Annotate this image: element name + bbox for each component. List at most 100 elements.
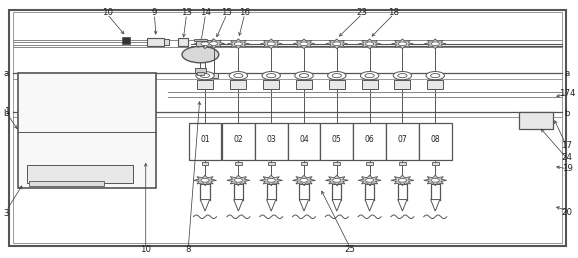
FancyBboxPatch shape	[394, 80, 410, 89]
FancyBboxPatch shape	[178, 38, 188, 46]
Circle shape	[300, 179, 308, 182]
FancyBboxPatch shape	[197, 41, 205, 46]
Text: 04: 04	[299, 135, 309, 144]
Polygon shape	[365, 200, 374, 211]
Polygon shape	[358, 175, 381, 186]
Circle shape	[398, 42, 406, 46]
Circle shape	[262, 71, 280, 80]
FancyBboxPatch shape	[222, 123, 255, 160]
Circle shape	[333, 179, 341, 182]
Circle shape	[267, 179, 275, 182]
Circle shape	[295, 71, 313, 80]
Circle shape	[365, 179, 374, 182]
Polygon shape	[293, 39, 315, 49]
Polygon shape	[228, 39, 249, 49]
Polygon shape	[194, 39, 216, 49]
Text: 3: 3	[3, 209, 9, 218]
FancyBboxPatch shape	[320, 123, 353, 160]
FancyBboxPatch shape	[18, 72, 156, 188]
Polygon shape	[266, 200, 276, 211]
FancyBboxPatch shape	[147, 38, 164, 46]
Text: 25: 25	[344, 245, 355, 254]
Circle shape	[234, 179, 243, 182]
Text: 19: 19	[562, 164, 572, 173]
Circle shape	[333, 42, 341, 46]
Polygon shape	[260, 39, 282, 49]
Text: b: b	[3, 109, 9, 118]
Circle shape	[201, 179, 209, 182]
Circle shape	[300, 42, 308, 46]
FancyBboxPatch shape	[194, 39, 207, 41]
Text: 17: 17	[561, 141, 573, 150]
FancyBboxPatch shape	[329, 80, 345, 89]
Circle shape	[328, 71, 346, 80]
FancyBboxPatch shape	[235, 162, 242, 165]
Text: 08: 08	[431, 135, 440, 144]
Polygon shape	[431, 200, 440, 211]
Text: 03: 03	[266, 135, 276, 144]
Circle shape	[426, 71, 444, 80]
FancyBboxPatch shape	[419, 123, 451, 160]
FancyBboxPatch shape	[263, 80, 279, 89]
FancyBboxPatch shape	[386, 123, 419, 160]
Text: 1: 1	[3, 107, 9, 116]
Polygon shape	[201, 200, 210, 211]
Text: 02: 02	[234, 135, 243, 144]
Text: a: a	[564, 69, 570, 78]
Polygon shape	[203, 39, 225, 49]
FancyBboxPatch shape	[230, 80, 246, 89]
Polygon shape	[234, 200, 243, 211]
Text: a: a	[4, 69, 9, 78]
Text: 20: 20	[561, 208, 573, 217]
Text: 174: 174	[559, 88, 575, 98]
Polygon shape	[391, 39, 413, 49]
Polygon shape	[424, 39, 446, 49]
FancyBboxPatch shape	[353, 123, 386, 160]
Circle shape	[393, 71, 412, 80]
FancyBboxPatch shape	[296, 80, 312, 89]
FancyBboxPatch shape	[29, 181, 104, 186]
FancyBboxPatch shape	[121, 37, 129, 44]
FancyBboxPatch shape	[27, 165, 133, 183]
FancyBboxPatch shape	[255, 123, 288, 160]
Circle shape	[196, 71, 214, 80]
FancyBboxPatch shape	[202, 162, 209, 165]
Polygon shape	[194, 175, 217, 186]
Polygon shape	[325, 175, 349, 186]
Polygon shape	[326, 39, 348, 49]
FancyBboxPatch shape	[427, 80, 443, 89]
Circle shape	[365, 42, 374, 46]
Polygon shape	[299, 200, 309, 211]
FancyBboxPatch shape	[9, 10, 566, 246]
FancyBboxPatch shape	[164, 39, 169, 45]
Polygon shape	[227, 175, 250, 186]
FancyBboxPatch shape	[268, 162, 275, 165]
Text: 8: 8	[186, 245, 191, 254]
Text: 16: 16	[239, 8, 250, 17]
Text: 15: 15	[221, 8, 232, 17]
Circle shape	[361, 71, 379, 80]
Polygon shape	[391, 175, 414, 186]
Circle shape	[201, 42, 209, 46]
Circle shape	[431, 42, 439, 46]
Text: 13: 13	[181, 8, 192, 17]
FancyBboxPatch shape	[288, 123, 320, 160]
FancyBboxPatch shape	[518, 112, 553, 129]
Polygon shape	[398, 200, 407, 211]
Polygon shape	[292, 175, 316, 186]
Polygon shape	[424, 175, 447, 186]
Text: 06: 06	[365, 135, 375, 144]
Text: 10: 10	[140, 245, 151, 254]
FancyBboxPatch shape	[197, 72, 204, 75]
Circle shape	[398, 179, 406, 182]
Text: 24: 24	[561, 153, 573, 162]
FancyBboxPatch shape	[366, 162, 373, 165]
Circle shape	[182, 46, 219, 63]
Text: 01: 01	[200, 135, 210, 144]
Text: 9: 9	[151, 8, 157, 17]
FancyBboxPatch shape	[399, 162, 406, 165]
Polygon shape	[260, 175, 283, 186]
Polygon shape	[332, 200, 342, 211]
Circle shape	[267, 42, 275, 46]
Polygon shape	[359, 39, 380, 49]
